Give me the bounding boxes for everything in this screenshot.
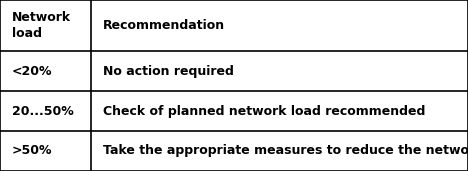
Text: Take the appropriate measures to reduce the network load: Take the appropriate measures to reduce … bbox=[103, 144, 468, 157]
Text: Check of planned network load recommended: Check of planned network load recommende… bbox=[103, 104, 425, 118]
Text: Network
load: Network load bbox=[12, 11, 71, 40]
Text: >50%: >50% bbox=[12, 144, 52, 157]
Text: Recommendation: Recommendation bbox=[103, 19, 225, 32]
Text: 20...50%: 20...50% bbox=[12, 104, 73, 118]
Text: No action required: No action required bbox=[103, 65, 234, 78]
Text: <20%: <20% bbox=[12, 65, 52, 78]
